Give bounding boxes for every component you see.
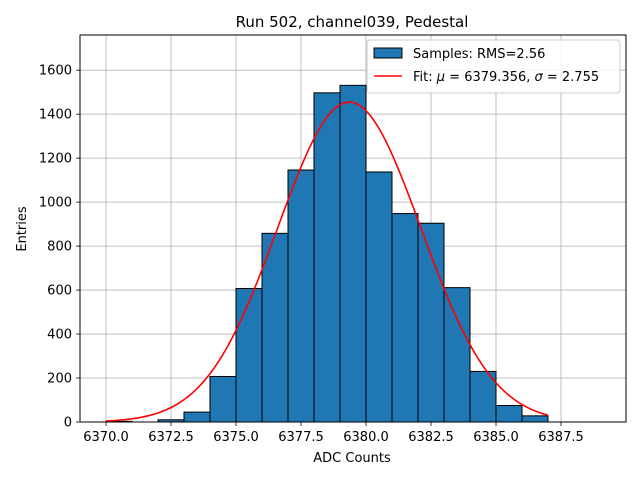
legend-mu-symbol: μ [436, 70, 445, 85]
y-axis-ticks: 0 200 400 600 800 1000 1200 1400 1600 [39, 64, 80, 431]
chart-title: Run 502, channel039, Pedestal [236, 13, 469, 31]
histogram-bar [183, 411, 211, 423]
legend-fit-label: Fit: μ = 6379.356, σ = 2.755 [413, 70, 599, 85]
x-tick-label: 6387.5 [538, 430, 584, 445]
y-tick-label: 800 [47, 240, 72, 255]
histogram-bar [287, 169, 315, 423]
x-axis-ticks: 6370.0 6372.5 6375.0 6377.5 6380.0 6382.5 6385… [83, 422, 584, 445]
x-tick-label: 6375.0 [213, 430, 259, 445]
y-tick-label: 1400 [39, 108, 72, 123]
x-tick-label: 6377.5 [278, 430, 324, 445]
legend-sigma-value: = 2.755 [543, 70, 599, 85]
x-tick-label: 6380.0 [343, 430, 389, 445]
histogram-bar [443, 287, 471, 423]
histogram-bar [365, 171, 393, 423]
histogram-bar [495, 405, 523, 423]
x-tick-label: 6372.5 [148, 430, 194, 445]
x-tick-label: 6385.0 [473, 430, 519, 445]
histogram-bar [235, 288, 263, 423]
legend-mu-value: = 6379.356, [445, 70, 534, 85]
y-tick-label: 1000 [39, 196, 72, 211]
histogram-bar [209, 375, 237, 423]
y-tick-label: 1600 [39, 64, 72, 79]
y-axis-label: Entries [15, 206, 30, 252]
histogram-bar [313, 92, 341, 423]
legend: Samples: RMS=2.56 Fit: μ = 6379.356, σ =… [366, 39, 621, 94]
plot-frame [79, 34, 627, 423]
x-tick-label: 6370.0 [83, 430, 129, 445]
legend-samples-label: Samples: RMS=2.56 [413, 47, 545, 62]
legend-box [366, 39, 621, 94]
y-tick-label: 600 [47, 284, 72, 299]
legend-sigma-symbol: σ [535, 70, 544, 85]
legend-samples-swatch [373, 47, 403, 59]
x-axis-label: ADC Counts [313, 451, 391, 466]
x-tick-label: 6382.5 [408, 430, 454, 445]
histogram-bar [521, 415, 549, 423]
histogram-bar [391, 213, 419, 423]
y-tick-label: 0 [64, 416, 72, 431]
fit-curve [105, 101, 549, 422]
histogram-bar [339, 84, 367, 423]
y-tick-label: 400 [47, 328, 72, 343]
y-tick-label: 200 [47, 372, 72, 387]
histogram-bars [105, 84, 549, 423]
legend-fit-prefix: Fit: [413, 70, 437, 85]
y-tick-label: 1200 [39, 152, 72, 167]
